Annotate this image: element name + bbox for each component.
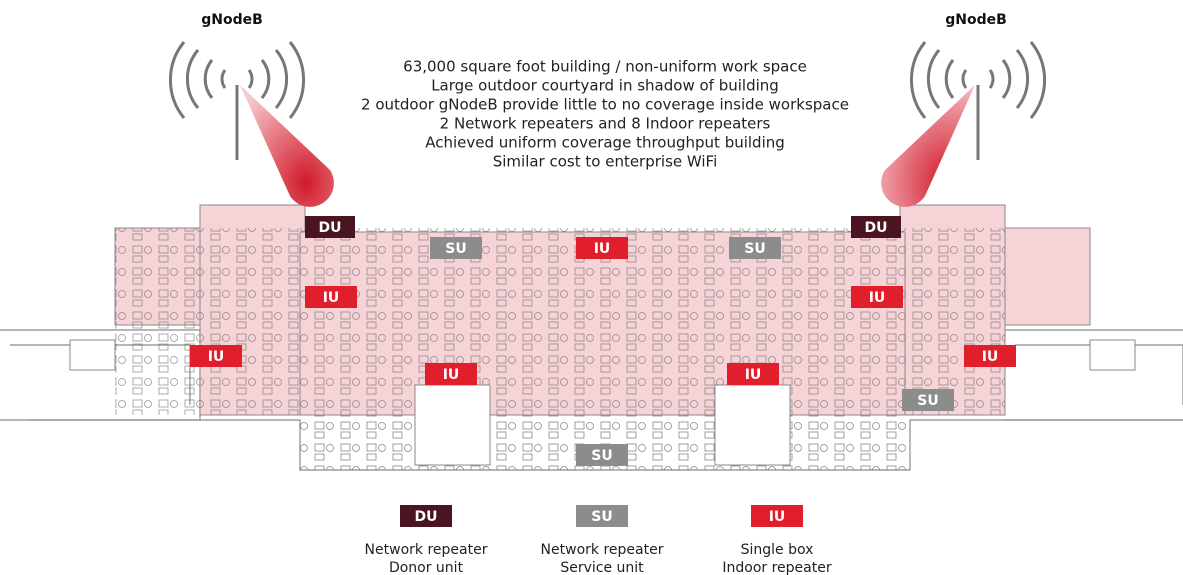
- unit-label: IU: [594, 241, 611, 257]
- legend-text: Single box: [741, 542, 814, 558]
- unit-label: DU: [865, 220, 888, 236]
- unit-label: IU: [208, 349, 225, 365]
- legend-text: Network repeater: [541, 542, 664, 558]
- legend-label: DU: [415, 509, 438, 525]
- antenna-right: [881, 42, 1044, 207]
- unit-label: IU: [443, 367, 460, 383]
- unit-label: SU: [917, 393, 938, 409]
- legend-text: Network repeater: [365, 542, 488, 558]
- legend-text: Donor unit: [389, 560, 464, 575]
- unit-label: SU: [445, 241, 466, 257]
- antenna-label: gNodeB: [945, 12, 1007, 28]
- diagram: gNodeB gNodeB 63,000 square foot building …: [0, 0, 1183, 575]
- unit-label: SU: [744, 241, 765, 257]
- description-line: 2 outdoor gNodeB provide little to no co…: [361, 96, 849, 114]
- unit-label: IU: [869, 290, 886, 306]
- description-line: Achieved uniform coverage throughput bui…: [425, 134, 785, 152]
- unit-label: SU: [591, 448, 612, 464]
- antenna-label: gNodeB: [201, 12, 263, 28]
- description-line: Large outdoor courtyard in shadow of bui…: [431, 77, 779, 95]
- unit-label: IU: [982, 349, 999, 365]
- antenna-left: [170, 42, 333, 207]
- unit-label: IU: [323, 290, 340, 306]
- legend-text: Service unit: [560, 560, 644, 575]
- legend-label: SU: [591, 509, 612, 525]
- description-line: 63,000 square foot building / non-unifor…: [403, 58, 807, 76]
- legend-text: Indoor repeater: [722, 560, 831, 575]
- description-line: 2 Network repeaters and 8 Indoor repeate…: [440, 115, 771, 133]
- unit-label: DU: [319, 220, 342, 236]
- description-line: Similar cost to enterprise WiFi: [493, 153, 718, 171]
- legend-label: IU: [769, 509, 786, 525]
- unit-label: IU: [745, 367, 762, 383]
